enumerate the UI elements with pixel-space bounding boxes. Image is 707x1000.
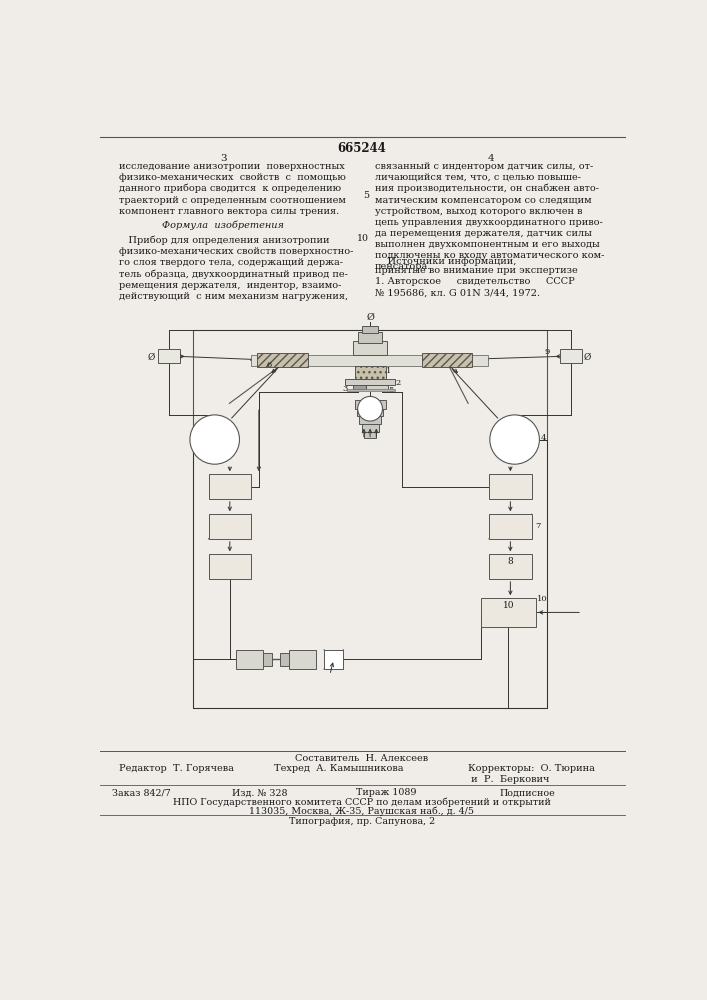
Bar xyxy=(158,349,180,363)
Bar xyxy=(366,385,388,389)
Text: Тираж 1089: Тираж 1089 xyxy=(356,788,416,797)
Bar xyxy=(347,389,395,391)
Text: Корректоры:  О. Тюрина
 и  Р.  Беркович: Корректоры: О. Тюрина и Р. Беркович xyxy=(468,764,595,784)
Text: Ø: Ø xyxy=(583,353,591,362)
Text: 7: 7 xyxy=(534,522,540,530)
Bar xyxy=(359,416,381,424)
Text: 9: 9 xyxy=(544,348,549,356)
Bar xyxy=(481,598,535,627)
Bar xyxy=(209,554,251,579)
Bar xyxy=(355,400,385,409)
Text: 5: 5 xyxy=(363,191,369,200)
Text: 4: 4 xyxy=(488,154,495,163)
Text: Изд. № 328: Изд. № 328 xyxy=(232,788,287,797)
Bar xyxy=(421,353,472,367)
Text: Ø: Ø xyxy=(147,353,155,362)
Bar xyxy=(363,326,378,333)
Bar xyxy=(361,424,379,432)
Text: Формула  изобретения: Формула изобретения xyxy=(162,220,284,230)
Bar xyxy=(364,432,376,438)
Bar xyxy=(209,474,251,499)
Text: 10: 10 xyxy=(537,595,548,603)
Bar xyxy=(324,650,344,669)
Bar xyxy=(209,514,251,539)
Text: 6: 6 xyxy=(266,361,271,369)
Text: Источники информации,: Источники информации, xyxy=(375,257,517,266)
Text: Техред  А. Камышникова: Техред А. Камышникова xyxy=(274,764,404,773)
Bar xyxy=(345,379,395,385)
Circle shape xyxy=(358,396,382,421)
Bar xyxy=(489,514,532,539)
Text: Редактор  Т. Горячева: Редактор Т. Горячева xyxy=(119,764,234,773)
Text: 665244: 665244 xyxy=(337,142,387,155)
Text: НПО Государственного комитета СССР по делам изобретений и открытий: НПО Государственного комитета СССР по де… xyxy=(173,798,551,807)
Text: 113035, Москва, Ж-35, Раушская наб., д. 4/5: 113035, Москва, Ж-35, Раушская наб., д. … xyxy=(250,806,474,816)
Bar xyxy=(561,349,582,363)
Circle shape xyxy=(490,415,539,464)
Text: Заказ 842/7: Заказ 842/7 xyxy=(112,788,170,797)
Bar xyxy=(357,409,383,416)
Bar xyxy=(353,341,387,355)
Text: Типография, пр. Сапунова, 2: Типография, пр. Сапунова, 2 xyxy=(289,817,435,826)
Text: 8: 8 xyxy=(508,557,513,566)
Text: 3: 3 xyxy=(221,154,228,163)
Text: исследование анизотропии  поверхностных
физико-механических  свойств  с  помощью: исследование анизотропии поверхностных ф… xyxy=(119,162,346,216)
Text: 10: 10 xyxy=(503,601,514,610)
Bar xyxy=(289,650,316,669)
Text: принятые во внимание при экспертизе
1. Авторское     свидетельство     СССР
№ 19: принятые во внимание при экспертизе 1. А… xyxy=(375,266,578,298)
Text: 10: 10 xyxy=(357,234,369,243)
Bar xyxy=(257,353,308,367)
Bar xyxy=(355,366,385,379)
Circle shape xyxy=(190,415,240,464)
Text: 1: 1 xyxy=(386,367,392,375)
Bar xyxy=(251,355,488,366)
Text: Ø: Ø xyxy=(366,313,374,322)
Text: Прибор для определения анизотропии
физико-механических свойств поверхностно-
го : Прибор для определения анизотропии физик… xyxy=(119,235,354,301)
Bar xyxy=(263,653,272,666)
Text: 5: 5 xyxy=(389,386,394,394)
Bar xyxy=(235,650,263,669)
Text: 2: 2 xyxy=(396,379,401,387)
Bar xyxy=(193,330,547,708)
Bar xyxy=(280,653,289,666)
Text: связанный с индентором датчик силы, от-
личающийся тем, что, с целью повыше-
ния: связанный с индентором датчик силы, от- … xyxy=(375,162,604,271)
Bar xyxy=(353,385,367,389)
Bar xyxy=(489,554,532,579)
Text: 4: 4 xyxy=(541,434,547,442)
Text: 3: 3 xyxy=(342,385,348,393)
Bar xyxy=(358,332,382,343)
Text: Подписное: Подписное xyxy=(499,788,555,797)
Bar xyxy=(489,474,532,499)
Text: Составитель  Н. Алексеев: Составитель Н. Алексеев xyxy=(296,754,428,763)
